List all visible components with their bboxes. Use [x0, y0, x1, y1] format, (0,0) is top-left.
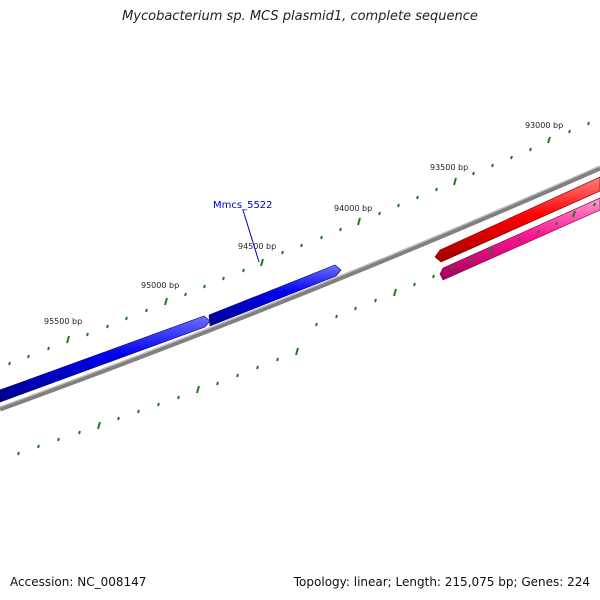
tick-minor [568, 129, 571, 134]
tick-minor [78, 430, 81, 435]
tick-minor [315, 322, 318, 327]
tick-minor [86, 332, 89, 337]
tick-label: 94500 bp [238, 242, 276, 251]
gene-forward[interactable] [0, 315, 211, 403]
page-title: Mycobacterium sp. MCS plasmid1, complete… [122, 9, 478, 24]
tick-minor [276, 357, 279, 362]
tick-minor [397, 203, 400, 208]
tick-minor [416, 195, 419, 200]
tick-minor [37, 444, 40, 449]
tick-minor [8, 361, 11, 366]
tick-minor [378, 211, 381, 216]
tick-minor [470, 257, 473, 262]
tick-minor [216, 381, 219, 386]
tick-minor [145, 308, 148, 313]
tick-minor [17, 451, 20, 456]
gene-arrow [0, 315, 211, 403]
tick-minor [125, 316, 128, 321]
inner-tick-track [17, 202, 596, 456]
tick-minor [510, 155, 513, 160]
tick-minor [222, 276, 225, 281]
tick-minor [320, 235, 323, 240]
tick-minor [242, 268, 245, 273]
tick-minor [435, 187, 438, 192]
tick-minor [300, 243, 303, 248]
tick-major [66, 335, 70, 344]
tick-minor [555, 221, 558, 226]
tick-minor [339, 227, 342, 232]
tick-label: 93500 bp [430, 163, 468, 172]
tick-major [489, 247, 493, 255]
tick-minor [177, 395, 180, 400]
accession-label: Accession: NC_008147 [10, 575, 147, 589]
gene-label[interactable]: Mmcs_5522 [213, 200, 273, 211]
tick-minor [529, 147, 532, 152]
tick-minor [451, 265, 454, 270]
outer-tick-track [8, 121, 590, 366]
tick-major [97, 421, 101, 430]
sequence-backbone-highlight [0, 165, 600, 408]
gene-label-leader [242, 209, 260, 263]
tick-minor [281, 250, 284, 255]
gene-arrow [434, 176, 600, 263]
tick-minor [537, 229, 540, 234]
tick-minor [57, 437, 60, 442]
topology-summary: Topology: linear; Length: 215,075 bp; Ge… [293, 575, 590, 589]
tick-major [393, 288, 397, 297]
gene-forward-mmcs-5522[interactable] [208, 264, 342, 327]
gene-reverse-red[interactable] [434, 176, 600, 263]
gene-arrow [208, 264, 342, 327]
tick-minor [27, 354, 30, 359]
tick-major [295, 347, 299, 356]
tick-minor [157, 402, 160, 407]
sequence-backbone [0, 165, 600, 412]
tick-label: 95500 bp [44, 317, 82, 326]
tick-label: 93000 bp [525, 121, 563, 130]
tick-minor [106, 324, 109, 329]
tick-minor [354, 306, 357, 311]
tick-minor [236, 373, 239, 378]
tick-minor [593, 202, 596, 207]
tick-major [260, 258, 264, 267]
tick-major [357, 217, 361, 226]
tick-label: 95000 bp [141, 281, 179, 290]
tick-minor [184, 292, 187, 297]
tick-minor [587, 121, 590, 126]
tick-minor [117, 416, 120, 421]
tick-minor [137, 409, 140, 414]
tick-minor [374, 298, 377, 303]
tick-major [547, 136, 551, 144]
tick-minor [47, 346, 50, 351]
tick-major [164, 297, 168, 306]
tick-minor [518, 237, 521, 242]
tick-label: 94000 bp [334, 204, 372, 213]
tick-minor [413, 282, 416, 287]
tick-major [196, 385, 200, 394]
tick-minor [432, 274, 435, 279]
tick-minor [256, 365, 259, 370]
tick-minor [335, 314, 338, 319]
tick-minor [203, 284, 206, 289]
tick-minor [472, 171, 475, 176]
tick-major [453, 177, 457, 186]
tick-major [572, 210, 576, 218]
tick-minor [491, 163, 494, 168]
